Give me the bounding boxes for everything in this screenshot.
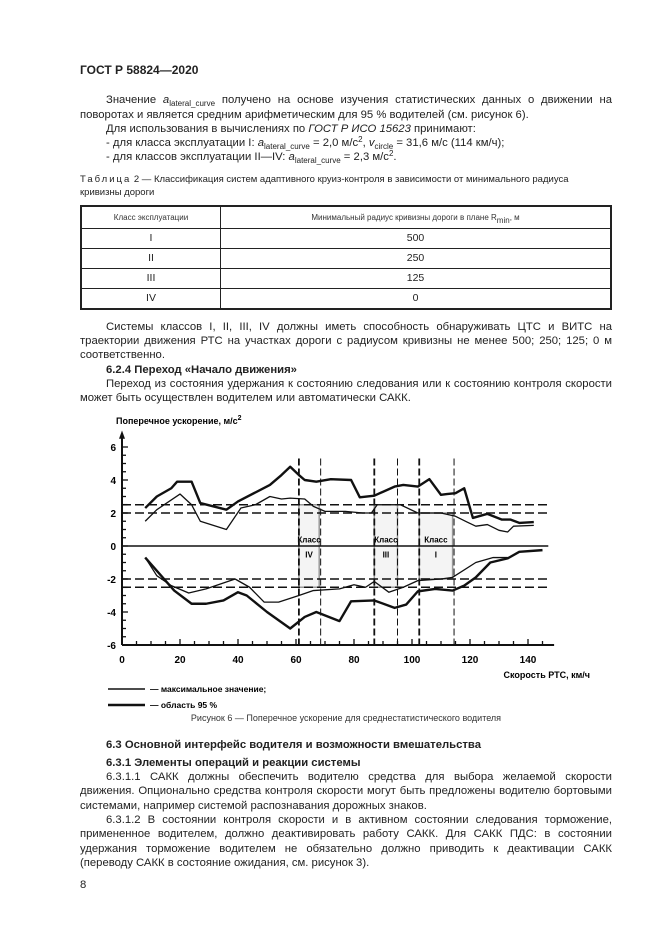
class-region-label: Класс <box>424 535 448 544</box>
class-region-number: III <box>383 550 390 559</box>
table-cell: 500 <box>220 227 612 249</box>
thick-series-line <box>144 548 543 630</box>
x-tick-label: 60 <box>290 655 302 666</box>
table-row: IV 0 <box>80 287 612 310</box>
table-row: I 500 <box>80 227 612 249</box>
x-axis-label: Скорость РТС, км/ч <box>504 670 590 680</box>
class-region-number: I <box>435 550 437 559</box>
table-cell: 250 <box>220 247 612 269</box>
y-tick-label: 0 <box>110 542 116 553</box>
table-caption: Таблица 2 — Классификация систем адаптив… <box>80 173 569 198</box>
table-cell: II <box>80 247 221 269</box>
bullet-item: - для класса эксплуатации I: alateral_cu… <box>106 135 505 152</box>
classification-table: Класс эксплуатации Минимальный радиус кр… <box>80 204 612 310</box>
y-tick-label: -4 <box>107 608 116 619</box>
table-cell: 0 <box>220 287 612 310</box>
y-tick-label: 6 <box>110 443 116 454</box>
paragraph: Для использования в вычислениях по ГОСТ … <box>106 122 476 135</box>
x-tick-label: 20 <box>174 655 186 666</box>
figure-caption: Рисунок 6 — Поперечное ускорение для сре… <box>190 712 502 723</box>
x-tick-label: 80 <box>348 655 360 666</box>
paragraph: Системы классов I, II, III, IV должны им… <box>80 320 612 362</box>
x-tick-label: 0 <box>119 655 125 666</box>
x-tick-label: 40 <box>232 655 244 666</box>
paragraph: Значение alateral_curve получено на осно… <box>80 94 612 121</box>
x-tick-label: 120 <box>462 655 479 666</box>
paragraph: 6.3.1.2 В состоянии контроля скорости и … <box>80 814 612 869</box>
section-heading: 6.3.1 Элементы операций и реакции систем… <box>106 756 361 769</box>
intro-text: Значение alateral_curve получено на осно… <box>80 93 612 166</box>
bullet-item: - для классов эксплуатации II—IV: alater… <box>106 149 397 166</box>
legend-label: — максимальное значение; <box>150 684 266 694</box>
thin-series-line <box>144 492 534 533</box>
y-axis-label: Поперечное ускорение, м/с2 <box>116 415 242 426</box>
table-row: II 250 <box>80 247 612 269</box>
column-header: Минимальный радиус кривизны дороги в пла… <box>220 205 612 229</box>
y-tick-label: -6 <box>107 641 116 652</box>
thin-series-line <box>144 556 508 603</box>
class-region-number: IV <box>305 550 313 559</box>
table-cell: III <box>80 267 221 289</box>
paragraph: Переход из состояния удержания к состоян… <box>80 377 612 405</box>
page-number: 8 <box>80 879 87 892</box>
legend-label: — область 95 % <box>150 700 218 710</box>
x-tick-label: 100 <box>404 655 421 666</box>
class-region-label: Класс <box>374 535 398 544</box>
y-tick-label: -2 <box>107 575 116 586</box>
table-cell: I <box>80 227 221 249</box>
section-624: Системы классов I, II, III, IV должны им… <box>80 320 612 406</box>
y-tick-label: 2 <box>110 509 116 520</box>
y-axis-arrow <box>119 430 125 439</box>
class-region-label: Класс <box>297 535 321 544</box>
section-63: 6.3 Основной интерфейс водителя и возмож… <box>80 738 612 871</box>
section-heading: 6.3 Основной интерфейс водителя и возмож… <box>106 738 482 751</box>
x-tick-label: 140 <box>520 655 537 666</box>
paragraph: 6.3.1.1 САКК должны обеспечить водителю … <box>80 771 612 812</box>
standard-reference: ГОСТ Р ИСО 15623 <box>308 122 411 135</box>
table-row: III 125 <box>80 267 612 289</box>
table-cell: IV <box>80 287 221 310</box>
section-heading: 6.2.4 Переход «Начало движения» <box>106 363 297 376</box>
table-header-row: Класс эксплуатации Минимальный радиус кр… <box>80 205 612 229</box>
table-cell: 125 <box>220 267 612 289</box>
thick-series-line <box>144 465 534 524</box>
column-header: Класс эксплуатации <box>80 205 221 229</box>
document-header: ГОСТ Р 58824—2020 <box>80 63 199 77</box>
y-tick-label: 4 <box>110 476 116 487</box>
